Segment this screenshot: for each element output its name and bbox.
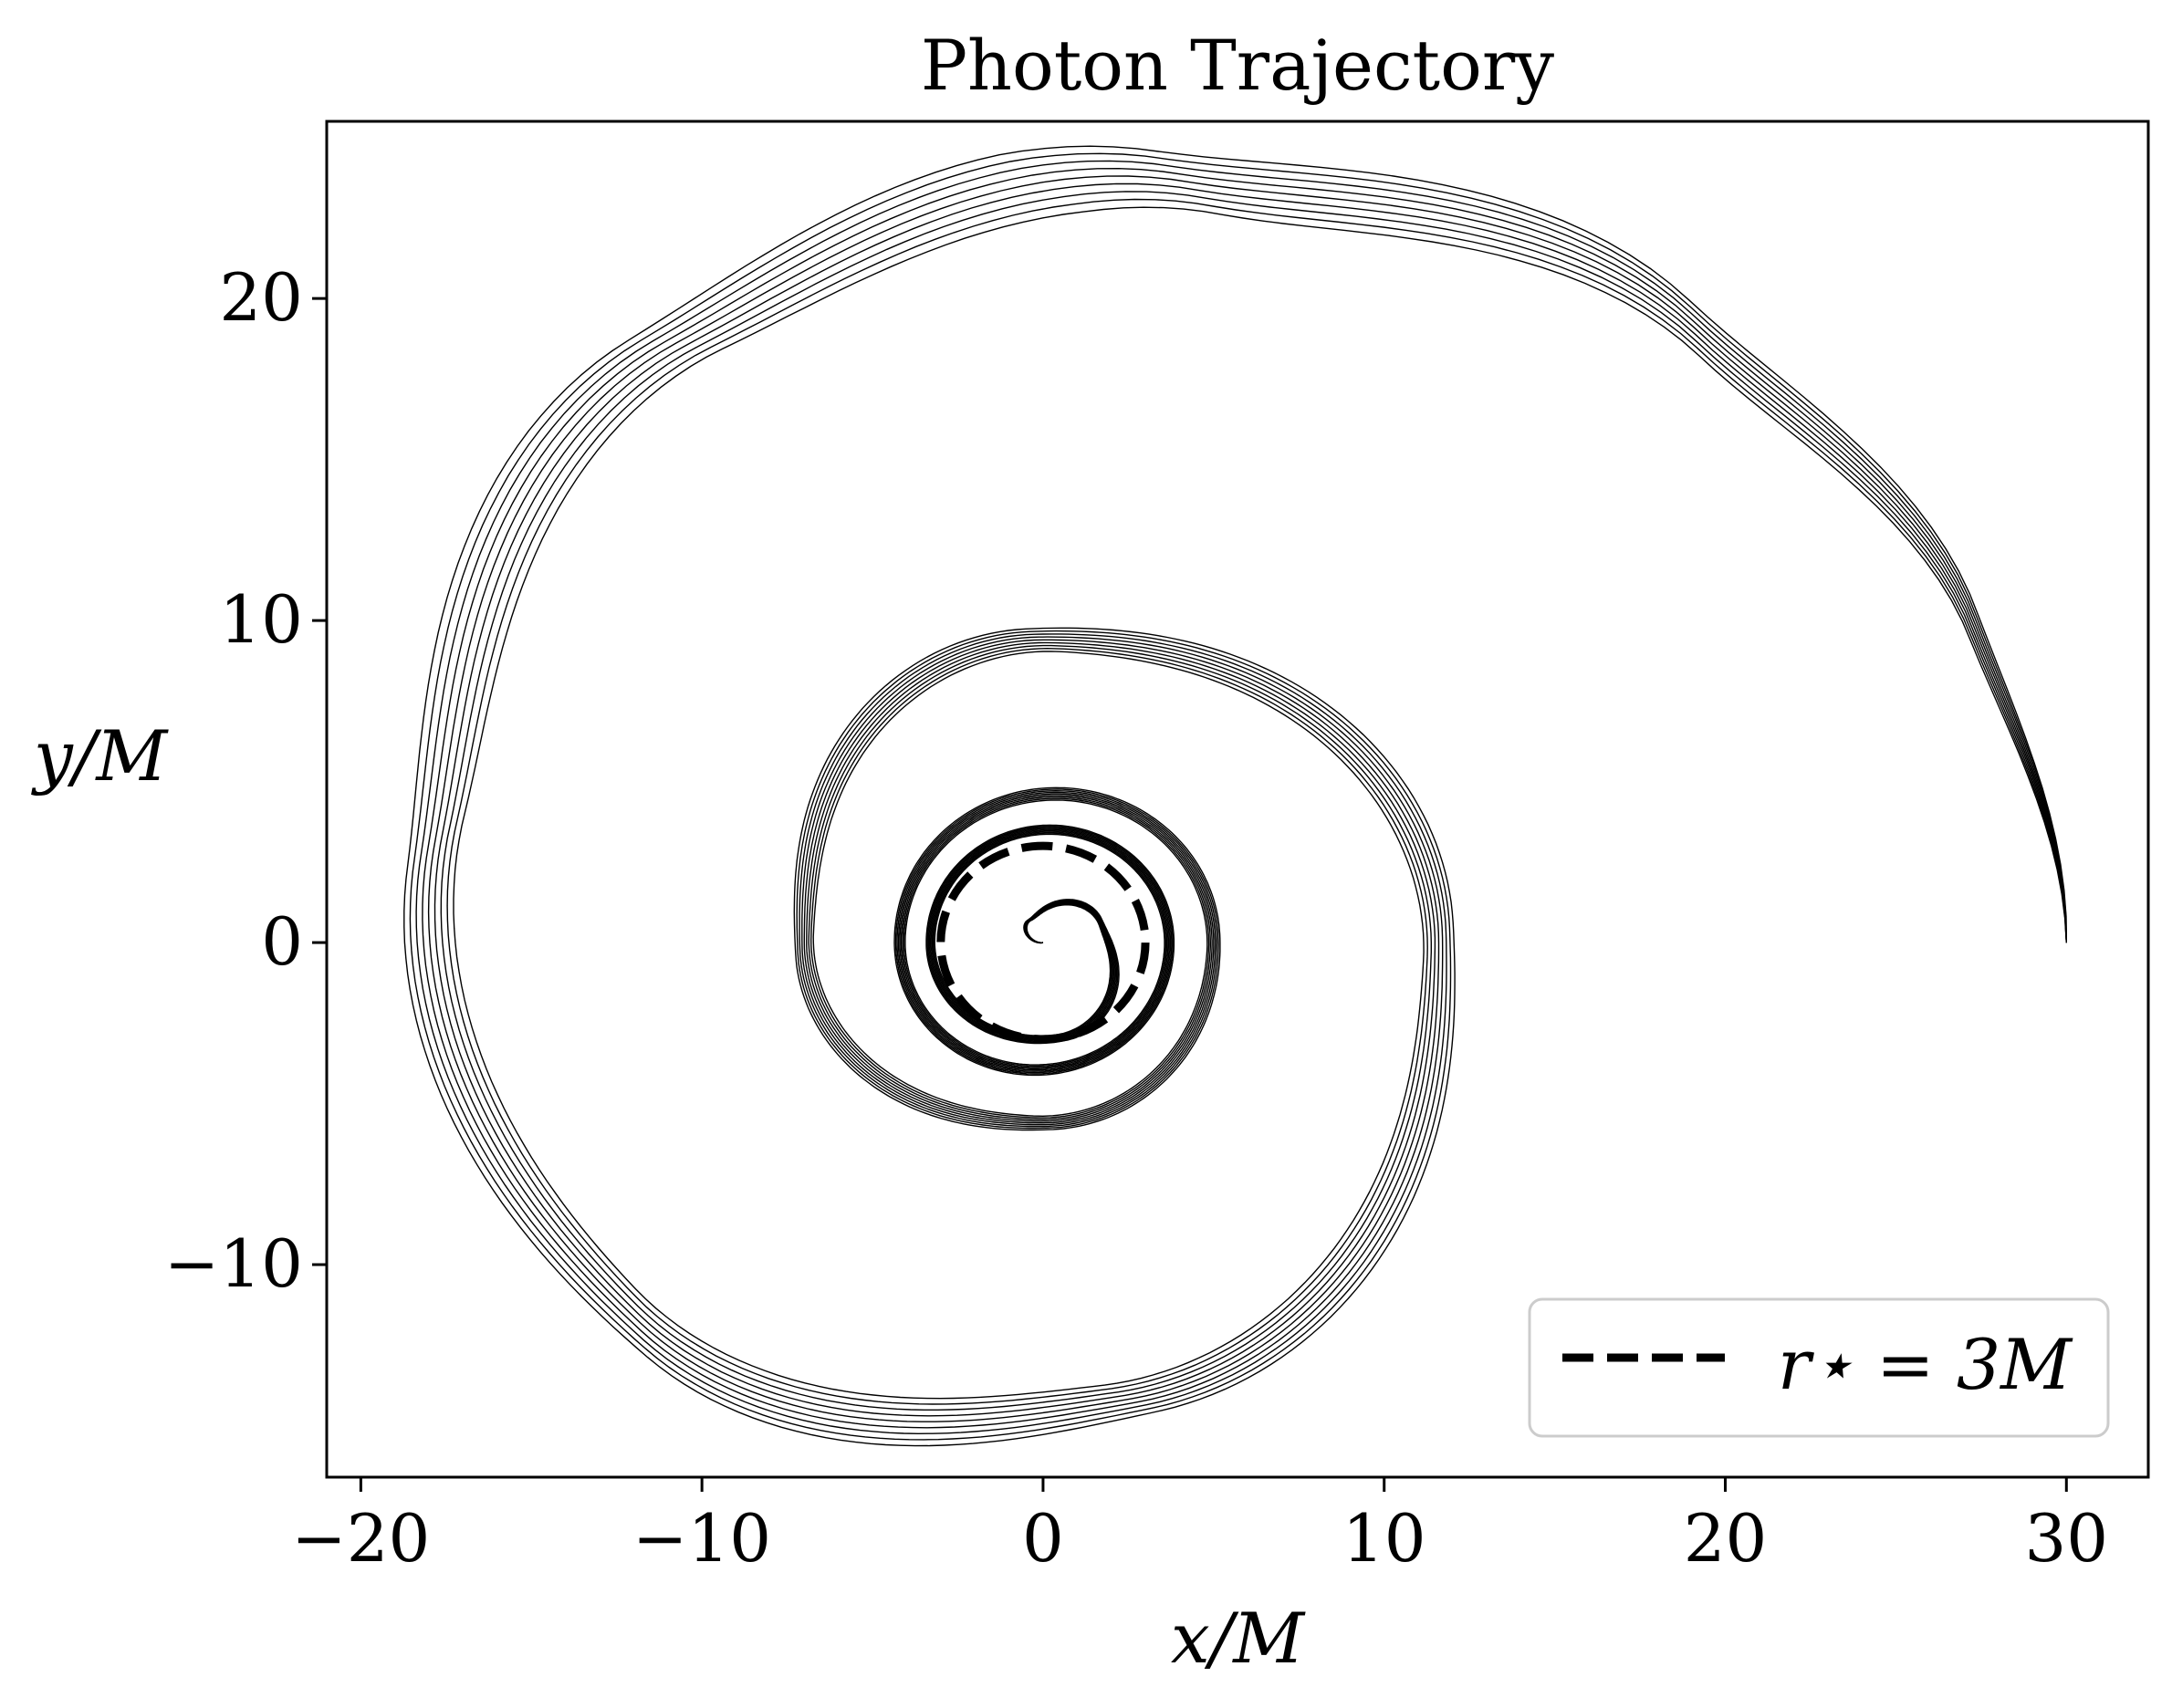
y-tick-label: 10 (219, 581, 303, 658)
y-axis-label: y/M (31, 715, 170, 797)
x-tick-label: 10 (1342, 1500, 1426, 1577)
trajectory-line (415, 160, 2067, 1435)
x-axis-label: x/M (1171, 1598, 1306, 1679)
legend-box (1528, 1297, 2110, 1438)
trajectory-line (422, 167, 2067, 1429)
trajectory-line (433, 182, 2067, 1417)
data-layer (403, 145, 2067, 1447)
chart-title: Photon Trajectory (921, 25, 1554, 106)
trajectory-line (427, 175, 2067, 1422)
trajectory-line (403, 145, 2067, 1447)
x-tick-label: 30 (2024, 1500, 2108, 1577)
trajectory-line (446, 198, 2067, 1405)
y-tick-label: 0 (261, 903, 303, 980)
x-tick-label: −20 (291, 1500, 430, 1577)
trajectory-line (440, 191, 2067, 1411)
y-axis: −10 0 10 20 (164, 259, 327, 1302)
y-tick-label: 20 (219, 259, 303, 336)
x-axis: −20 −10 0 10 20 30 (291, 1477, 2108, 1577)
y-tick-label: −10 (164, 1225, 303, 1302)
photon-sphere-circle (936, 841, 1150, 1044)
trajectory-line (409, 152, 2067, 1441)
legend: r⋆ = 3M (1528, 1297, 2110, 1438)
legend-label: r⋆ = 3M (1778, 1324, 2073, 1405)
x-tick-label: 0 (1022, 1500, 1064, 1577)
x-tick-label: 20 (1684, 1500, 1768, 1577)
x-tick-label: −10 (632, 1500, 771, 1577)
